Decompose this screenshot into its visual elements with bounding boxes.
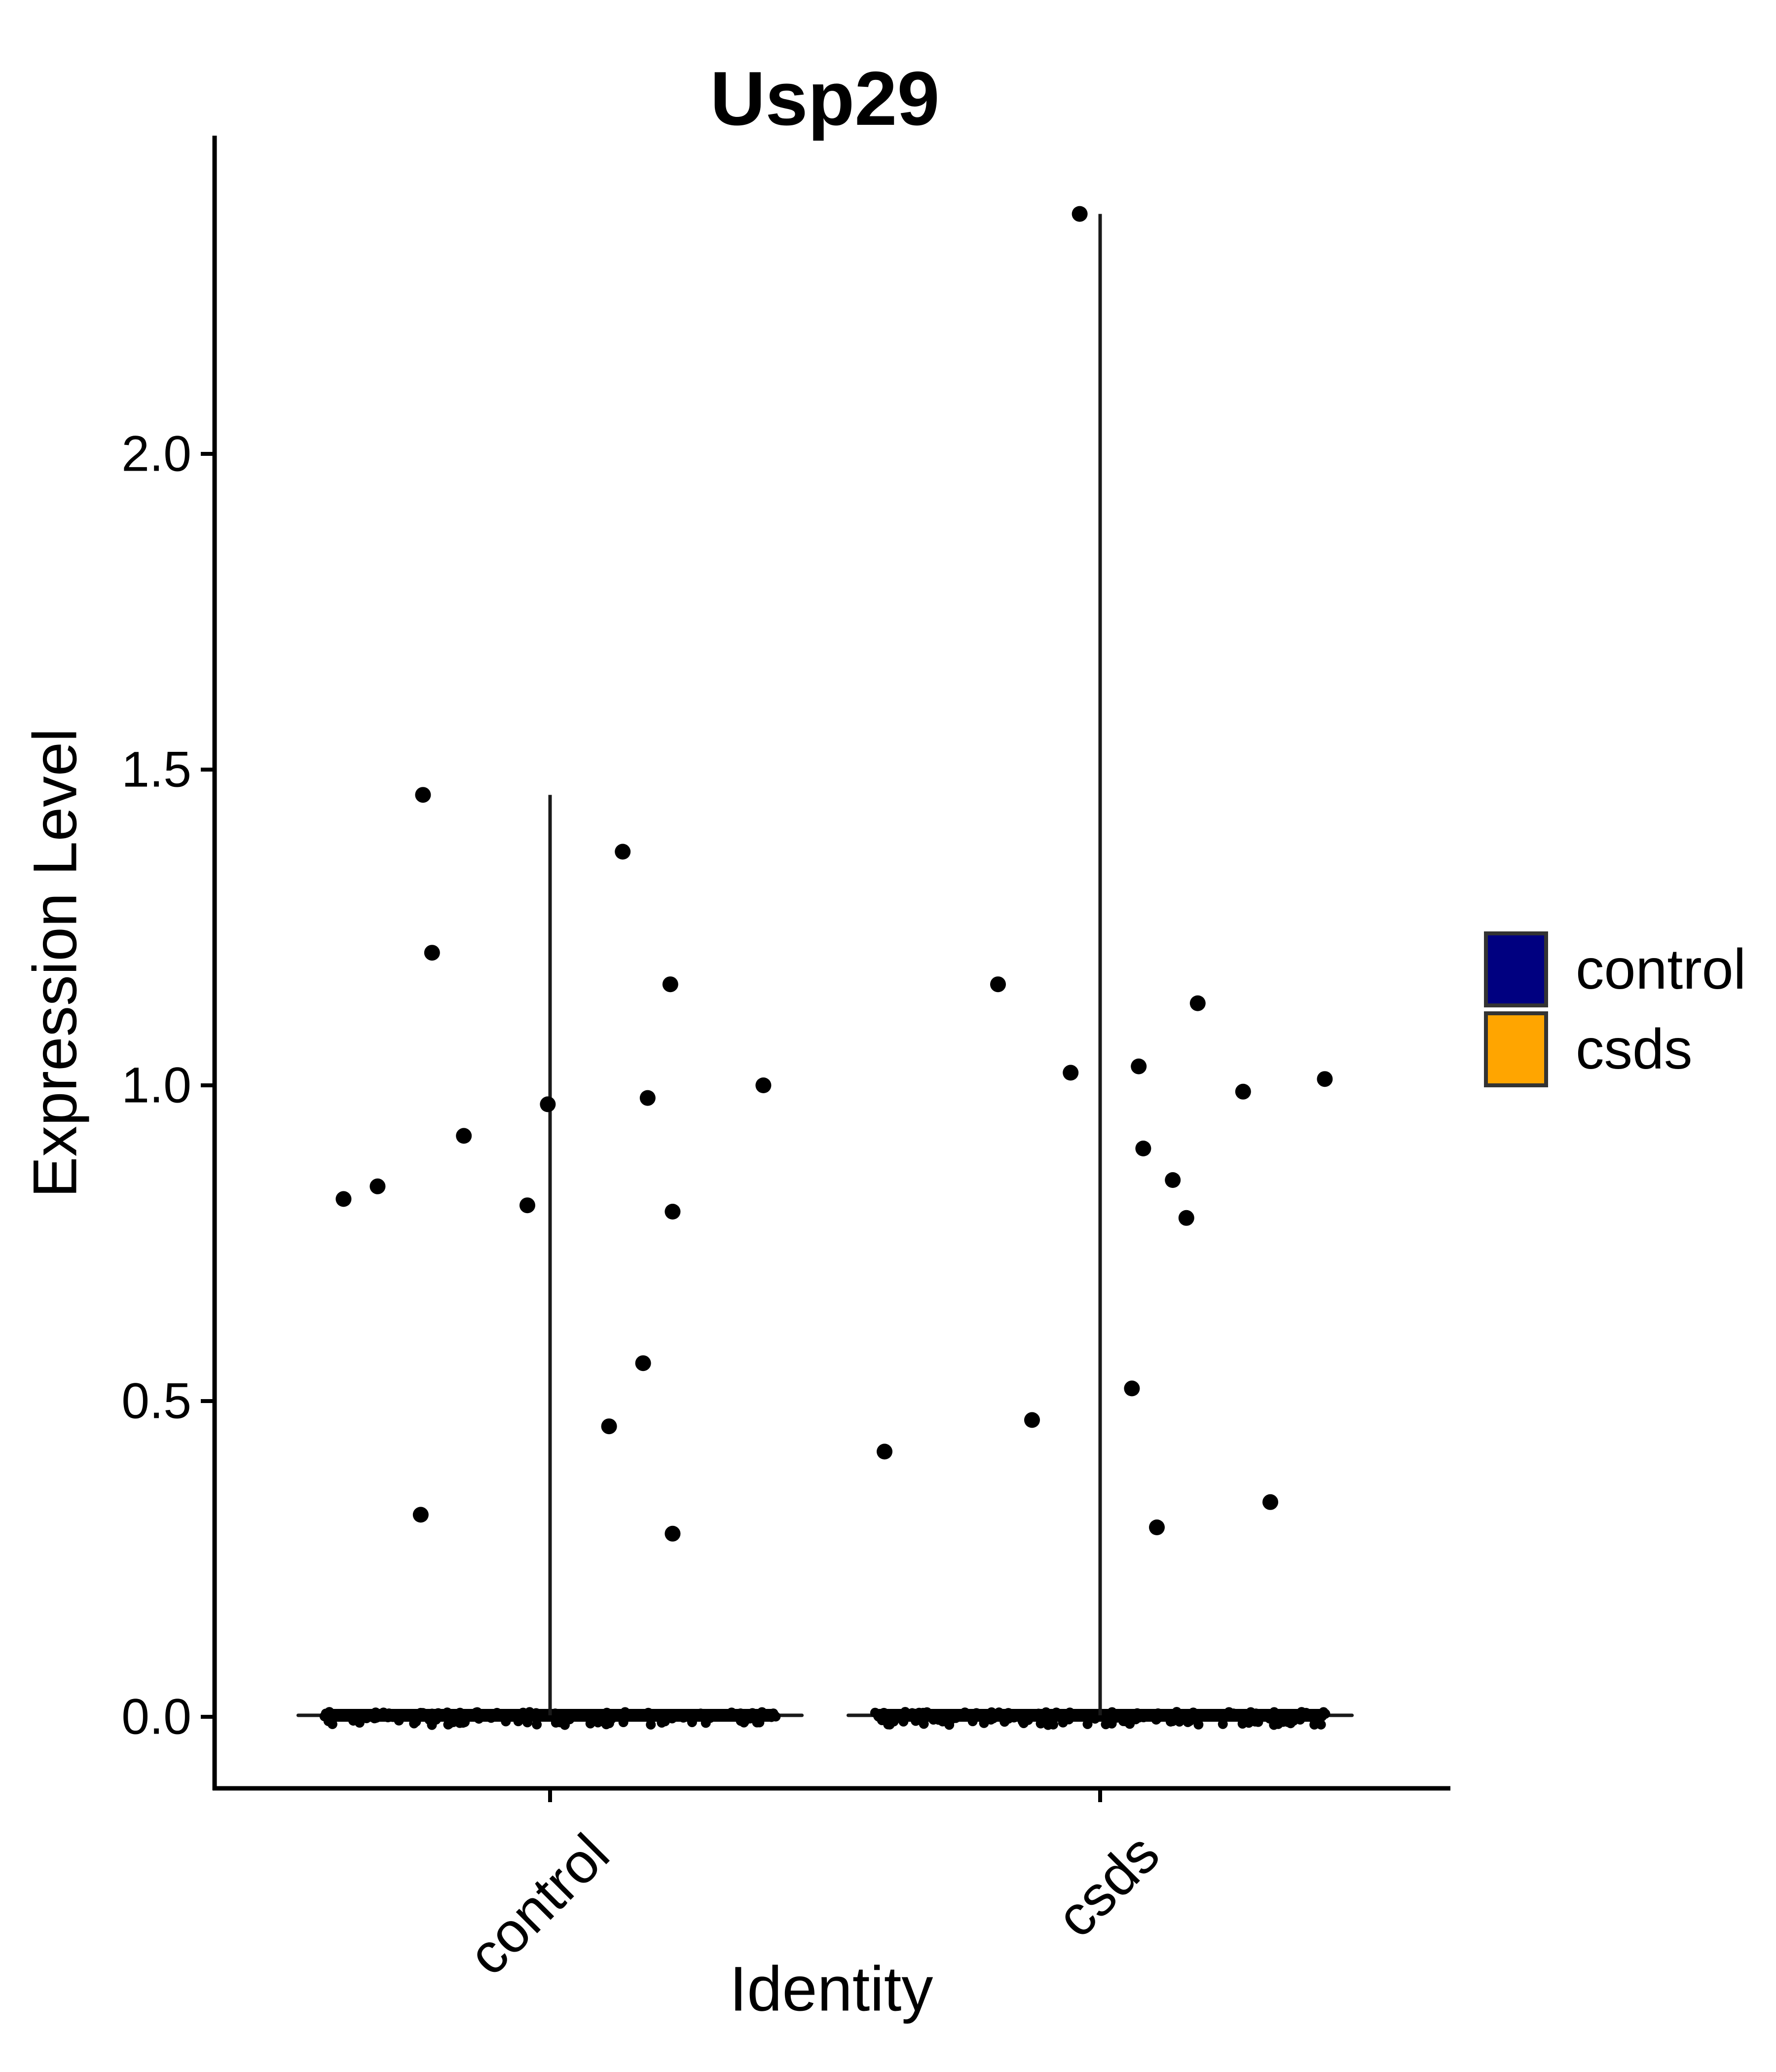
legend-swatch	[1484, 1011, 1548, 1087]
legend-entry: csds	[1484, 1011, 1746, 1087]
data-point	[877, 1443, 892, 1460]
data-point	[990, 976, 1006, 993]
data-point	[1165, 1172, 1181, 1188]
legend-label: csds	[1576, 1018, 1693, 1081]
data-point	[665, 1204, 681, 1220]
y-tick-label: 1.5	[121, 741, 191, 798]
y-axis-title: Expression Level	[21, 728, 90, 1198]
data-point	[1072, 206, 1088, 222]
data-point	[662, 976, 678, 993]
data-point	[1149, 1519, 1165, 1535]
data-point	[755, 1077, 772, 1093]
data-point	[1063, 1065, 1079, 1081]
legend-swatch	[1484, 931, 1548, 1007]
data-point	[1131, 1058, 1147, 1074]
y-tick-label: 1.0	[121, 1057, 191, 1113]
data-point	[424, 945, 440, 961]
data-point	[370, 1178, 386, 1194]
data-point	[415, 787, 431, 803]
zero-point	[1316, 1719, 1326, 1730]
zero-point	[443, 1719, 453, 1730]
chart-title: Usp29	[710, 56, 940, 141]
zero-point	[646, 1719, 656, 1730]
zero-point	[1043, 1720, 1053, 1730]
data-point	[1135, 1141, 1151, 1156]
data-point	[601, 1418, 617, 1435]
x-axis-title: Identity	[729, 1954, 933, 2025]
data-point	[1024, 1412, 1040, 1428]
data-point	[540, 1096, 556, 1112]
data-point	[615, 844, 631, 860]
data-point	[335, 1191, 352, 1207]
data-point	[1235, 1083, 1251, 1100]
data-point	[456, 1128, 472, 1144]
data-point	[635, 1355, 651, 1371]
zero-point	[1193, 1719, 1204, 1730]
data-point	[665, 1525, 681, 1542]
data-point	[1317, 1071, 1333, 1087]
data-point	[1178, 1210, 1194, 1226]
legend-entry: control	[1484, 931, 1746, 1007]
y-tick-label: 2.0	[121, 425, 191, 482]
legend: control csds	[1484, 931, 1746, 1087]
zero-point	[427, 1720, 437, 1730]
data-point	[1124, 1380, 1140, 1397]
zero-point	[532, 1719, 542, 1730]
legend-label: control	[1576, 938, 1746, 1001]
y-tick-label: 0.5	[121, 1372, 191, 1429]
data-point	[1262, 1494, 1278, 1510]
data-point	[1189, 995, 1206, 1011]
data-point	[639, 1090, 656, 1106]
data-point	[412, 1507, 429, 1523]
data-point	[519, 1197, 535, 1214]
y-tick-label: 0.0	[121, 1688, 191, 1745]
